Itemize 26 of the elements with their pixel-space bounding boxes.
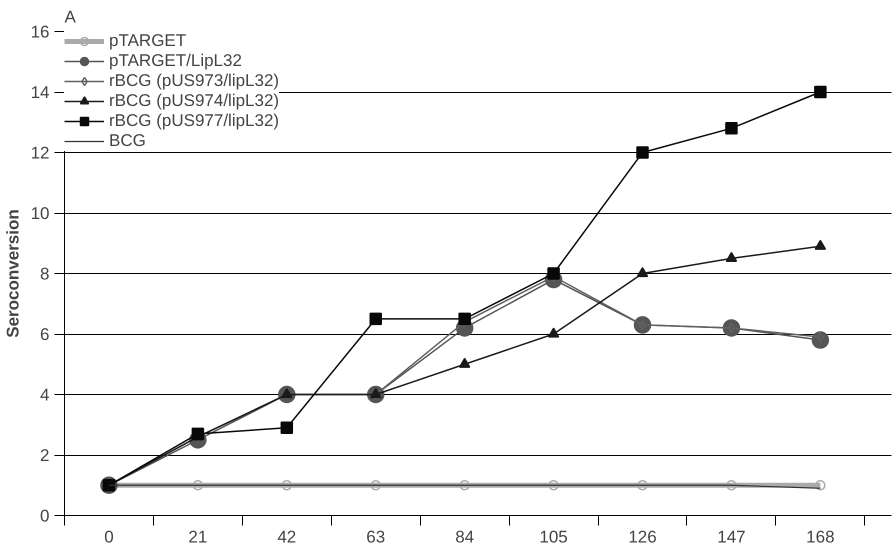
x-tick-label: 168 xyxy=(806,528,835,545)
legend-label: BCG xyxy=(109,131,146,151)
x-tick-label: 84 xyxy=(455,528,474,545)
y-tick-label: 2 xyxy=(40,446,50,465)
y-tick-label: 6 xyxy=(40,325,50,344)
x-tick-label: 105 xyxy=(539,528,568,545)
y-tick-label: 12 xyxy=(30,144,50,162)
x-tick-label: 63 xyxy=(366,528,386,545)
x-tick-label: 42 xyxy=(277,528,296,545)
x-tick-label: 147 xyxy=(717,528,746,545)
y-tick-label: 10 xyxy=(30,204,50,223)
legend-label: rBCG (pUS973/lipL32) xyxy=(109,71,280,91)
y-tick-label: 0 xyxy=(40,506,50,526)
y-tick-label: 14 xyxy=(30,83,50,102)
y-tick-label: 16 xyxy=(30,22,50,42)
legend-label: pTARGET xyxy=(109,31,186,51)
y-tick-label: 4 xyxy=(40,386,50,404)
legend-label: rBCG (pUS977/lipL32) xyxy=(109,111,280,131)
legend-label: pTARGET/LipL32 xyxy=(109,51,242,71)
chart-title: A xyxy=(64,8,76,26)
x-tick-label: 0 xyxy=(104,528,114,545)
y-axis-title: Seroconversion xyxy=(4,209,23,338)
y-tick-label: 8 xyxy=(40,264,50,284)
x-tick-label: 21 xyxy=(188,528,208,545)
x-tick-label: 126 xyxy=(628,528,657,545)
legend-label: rBCG (pUS974/lipL32) xyxy=(109,91,280,111)
